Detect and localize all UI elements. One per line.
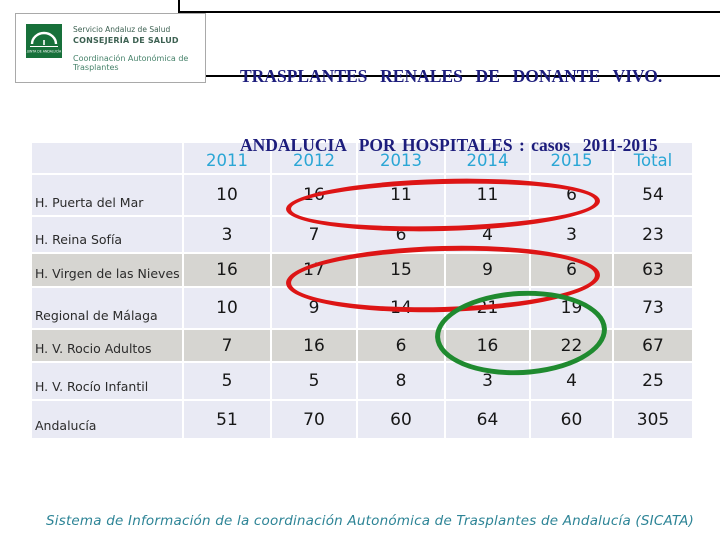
column-header-2013: 2013 <box>358 143 444 173</box>
table-cell: 60 <box>358 401 444 438</box>
footer-source-text: Sistema de Información de la coordinació… <box>45 513 695 529</box>
column-header-2011: 2011 <box>184 143 270 173</box>
table-cell: 15 <box>358 254 444 286</box>
table-cell: 6 <box>358 330 444 361</box>
row-label: Regional de Málaga <box>32 288 182 328</box>
table-cell: 7 <box>272 217 356 252</box>
slide-title-line-2: ANDALUCIA POR HOSPITALES : casos 2011-20… <box>240 135 658 155</box>
column-header-2012: 2012 <box>272 143 356 173</box>
table-cell: 25 <box>614 363 692 399</box>
column-header-total: Total <box>614 143 692 173</box>
table-cell: 6 <box>531 254 612 286</box>
table-cell: 16 <box>184 254 270 286</box>
junta-de-andalucia-emblem-icon: JUNTA DE ANDALUCÍA <box>26 24 62 58</box>
table-cell: 10 <box>184 288 270 328</box>
table-cell: 16 <box>272 175 356 215</box>
table-cell: 3 <box>446 363 529 399</box>
column-header-2015: 2015 <box>531 143 612 173</box>
row-label: Andalucía <box>32 401 182 438</box>
column-header-2014: 2014 <box>446 143 529 173</box>
organization-logo-box: JUNTA DE ANDALUCÍA Servicio Andaluz de S… <box>15 13 206 83</box>
table-cell: 63 <box>614 254 692 286</box>
table-cell: 70 <box>272 401 356 438</box>
logo-line-consejeria: CONSEJERÍA DE SALUD <box>73 36 179 45</box>
table-cell: 5 <box>272 363 356 399</box>
table-cell: 305 <box>614 401 692 438</box>
table-cell: 8 <box>358 363 444 399</box>
logo-line-servicio: Servicio Andaluz de Salud <box>73 25 171 34</box>
row-label: H. Puerta del Mar <box>32 175 182 215</box>
table-cell: 5 <box>184 363 270 399</box>
row-label: H. V. Rocio Adultos <box>32 330 182 361</box>
table-cell: 4 <box>531 363 612 399</box>
logo-line-coordinacion: Coordinación Autonómica de Trasplantes <box>73 54 189 72</box>
table-cell: 19 <box>531 288 612 328</box>
row-label: H. V. Rocío Infantil <box>32 363 182 399</box>
table-cell: 3 <box>184 217 270 252</box>
table-cell: 14 <box>358 288 444 328</box>
table-cell: 16 <box>272 330 356 361</box>
slide-title: TRASPLANTES RENALES DE DONANTE VIVO. AND… <box>240 19 720 203</box>
table-cell: 7 <box>184 330 270 361</box>
table-cell: 21 <box>446 288 529 328</box>
table-cell: 23 <box>614 217 692 252</box>
table-cell: 54 <box>614 175 692 215</box>
table-cell: 51 <box>184 401 270 438</box>
table-cell: 9 <box>272 288 356 328</box>
table-cell: 17 <box>272 254 356 286</box>
row-label: H. Reina Sofía <box>32 217 182 252</box>
table-cell: 3 <box>531 217 612 252</box>
table-cell: 9 <box>446 254 529 286</box>
title-box-corner-line <box>178 0 180 13</box>
table-cell: 67 <box>614 330 692 361</box>
slide-title-line-1: TRASPLANTES RENALES DE DONANTE VIVO. <box>240 66 663 86</box>
logo-text-block: Servicio Andaluz de Salud CONSEJERÍA DE … <box>73 25 205 72</box>
table-cell: 16 <box>446 330 529 361</box>
table-cell: 6 <box>358 217 444 252</box>
table-cell: 22 <box>531 330 612 361</box>
row-label: H. Virgen de las Nieves <box>32 254 182 286</box>
table-cell: 6 <box>531 175 612 215</box>
transplants-table: 2011 2012 2013 2014 2015 Total H. Puerta… <box>32 143 692 438</box>
table-cell: 60 <box>531 401 612 438</box>
table-cell: 11 <box>446 175 529 215</box>
table-cell: 64 <box>446 401 529 438</box>
slide-title-box: TRASPLANTES RENALES DE DONANTE VIVO. AND… <box>178 11 720 155</box>
table-cell: 4 <box>446 217 529 252</box>
emblem-caption: JUNTA DE ANDALUCÍA <box>26 49 62 54</box>
column-header-hospital <box>32 143 182 173</box>
table-cell: 73 <box>614 288 692 328</box>
table-cell: 11 <box>358 175 444 215</box>
table-cell: 10 <box>184 175 270 215</box>
